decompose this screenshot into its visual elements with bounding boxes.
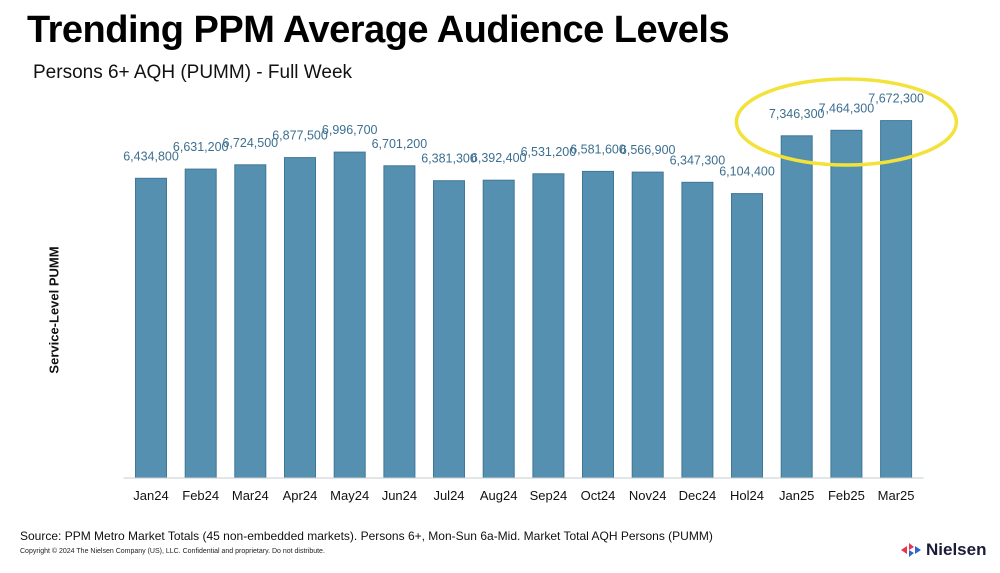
tick-label-Jun24: Jun24 [382,488,417,503]
data-label-Jun24: 6,701,200 [372,137,428,151]
nielsen-logo-icon [901,543,921,557]
chart-title: Trending PPM Average Audience Levels [27,9,730,51]
bar-Jan24 [135,177,167,479]
bar-Jul24 [433,180,465,479]
tick-label-Hol24: Hol24 [730,488,764,503]
data-label-Dec24: 6,347,300 [670,153,726,167]
tick-label-Feb24: Feb24 [182,488,219,503]
tick-label-Oct24: Oct24 [581,488,616,503]
chart-subtitle: Persons 6+ AQH (PUMM) - Full Week [33,62,353,83]
brand-logo: Nielsen [901,540,986,560]
data-label-Jan24: 6,434,800 [123,149,179,163]
data-label-Oct24: 6,581,600 [570,142,626,156]
bar-Nov24 [631,171,664,479]
data-label-Feb25: 7,464,300 [819,101,875,115]
data-label-Jan25: 7,346,300 [769,107,825,121]
bar-Apr24 [284,157,316,479]
data-label-Jul24: 6,381,300 [421,152,477,166]
tick-label-Jan24: Jan24 [133,488,168,503]
tick-label-May24: May24 [330,488,369,503]
bars-group [135,120,913,479]
data-label-Aug24: 6,392,400 [471,151,527,165]
data-label-Feb24: 6,631,200 [173,140,229,154]
data-labels-group: 6,434,8006,631,2006,724,5006,877,5006,99… [123,92,924,179]
bar-Mar25 [880,120,913,479]
data-label-Mar24: 6,724,500 [222,136,278,150]
tick-label-Jul24: Jul24 [433,488,464,503]
tick-label-Mar25: Mar25 [878,488,915,503]
data-label-Sep24: 6,531,200 [521,145,577,159]
data-label-Nov24: 6,566,900 [620,143,676,157]
bar-May24 [333,151,366,479]
bar-Feb25 [830,129,863,479]
category-labels-group: Jan24 Feb24 Mar24 Apr24 May24 Jun24 Jul24 Aug24… [133,488,914,503]
tick-label-Dec24: Dec24 [679,488,717,503]
data-label-Hol24: 6,104,400 [719,165,775,179]
bar-Dec24 [681,181,714,479]
bar-Jun24 [383,165,416,479]
tick-label-Jan25: Jan25 [779,488,814,503]
highlight-ellipse [734,77,959,167]
bar-Hol24 [731,193,763,479]
tick-label-Apr24: Apr24 [283,488,318,503]
data-label-Apr24: 6,877,500 [272,129,328,143]
y-axis-label: Service-Level PUMM [46,246,62,374]
bar-Aug24 [482,179,515,479]
source-note: Source: PPM Metro Market Totals (45 non-… [20,529,713,543]
copyright-note: Copyright © 2024 The Nielsen Company (US… [20,548,325,555]
tick-label-Aug24: Aug24 [480,488,518,503]
tick-label-Feb25: Feb25 [828,488,865,503]
bar-Oct24 [582,170,614,479]
bar-Feb24 [184,168,217,479]
tick-label-Nov24: Nov24 [629,488,667,503]
bar-Jan25 [780,135,813,479]
data-label-May24: 6,996,700 [322,123,378,137]
tick-label-Mar24: Mar24 [232,488,269,503]
data-label-Mar25: 7,672,300 [868,92,924,106]
bar-Mar24 [234,164,267,479]
tick-label-Sep24: Sep24 [530,488,568,503]
brand-name: Nielsen [926,540,987,559]
bar-Sep24 [532,173,565,479]
